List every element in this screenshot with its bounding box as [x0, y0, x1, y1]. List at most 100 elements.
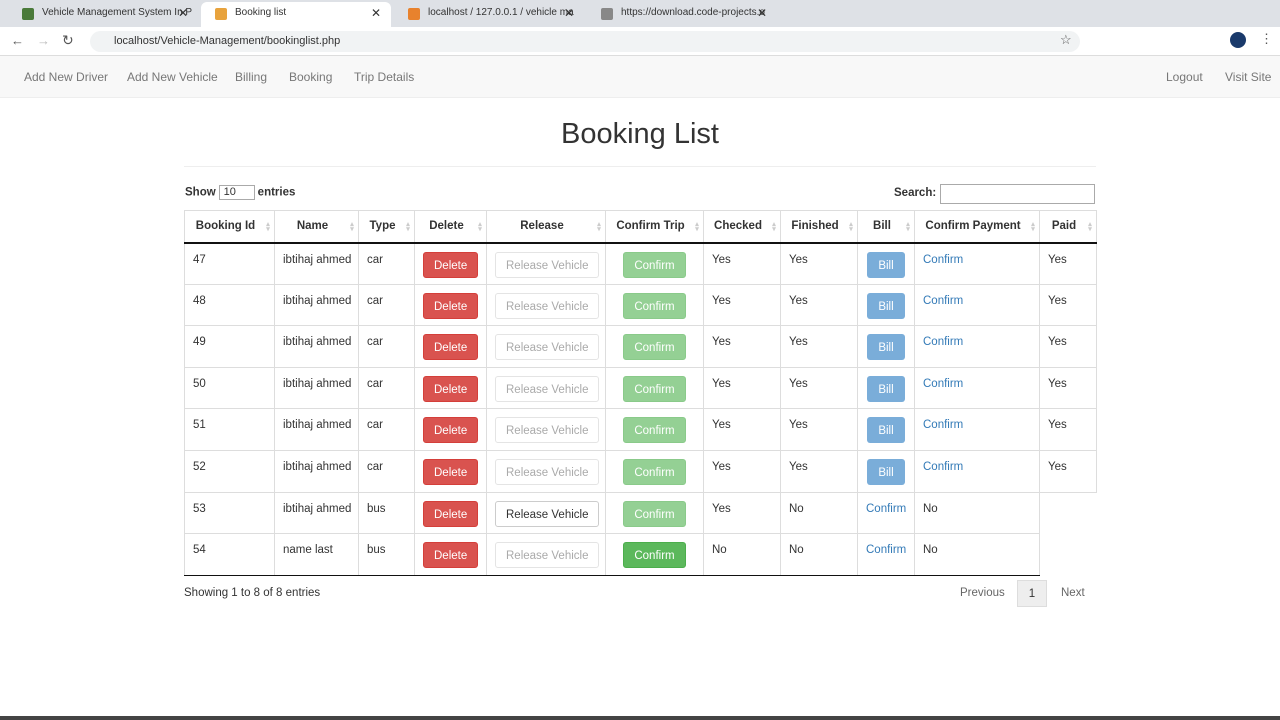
delete-button[interactable]: Delete [423, 500, 479, 527]
confirm-payment-link[interactable]: Confirm [923, 419, 964, 432]
table-cell: Confirm [605, 408, 704, 451]
browser-tab[interactable]: Vehicle Management System In P ✕ [8, 2, 198, 27]
table-row: 48 ibtihaj ahmed car Delete Release Vehicle C… [184, 283, 1097, 327]
nav-link[interactable]: Trip Details [354, 70, 415, 84]
confirm-payment-link[interactable]: Confirm [866, 502, 907, 515]
nav-bar: Add New Driver Add New Vehicle Billing Book… [0, 56, 1280, 98]
delete-button[interactable]: Delete [423, 458, 479, 485]
table-cell: Yes [703, 242, 781, 285]
release-button[interactable]: Release Vehicle [495, 500, 600, 527]
bill-button[interactable]: Bill [867, 334, 905, 361]
browser-tab[interactable]: https://download.code-projects.o ✕ [587, 2, 777, 27]
table-cell: Bill [857, 283, 915, 327]
confirm-trip-button[interactable]: Confirm [623, 458, 686, 485]
cell-text: No [789, 544, 804, 557]
delete-button[interactable]: Delete [423, 417, 479, 444]
delete-button[interactable]: Delete [423, 542, 479, 569]
previous-button[interactable]: Previous [960, 587, 1005, 599]
browser-tab[interactable]: Booking list ✕ [201, 2, 391, 27]
confirm-trip-button[interactable]: Confirm [623, 334, 686, 361]
cell-text: car [367, 460, 383, 473]
column-header[interactable]: Type [358, 210, 415, 244]
delete-button[interactable]: Delete [423, 375, 479, 402]
table-cell: Delete [414, 408, 487, 451]
bill-button[interactable]: Bill [867, 458, 905, 485]
menu-button[interactable]: ⋮ [1260, 31, 1273, 46]
delete-button[interactable]: Delete [423, 292, 479, 319]
bill-button[interactable]: Bill [867, 375, 905, 402]
bill-button[interactable]: Bill [867, 292, 905, 319]
column-header[interactable]: Bill [857, 210, 915, 244]
table-cell: car [358, 283, 415, 327]
release-button[interactable]: Release Vehicle [495, 334, 600, 361]
search-input[interactable] [940, 184, 1095, 204]
confirm-payment-link[interactable]: Confirm [923, 460, 964, 473]
confirm-trip-button[interactable]: Confirm [623, 375, 686, 402]
table-row: 54 name last bus Delete Release Vehicle Confi… [184, 533, 1097, 576]
confirm-payment-link[interactable]: Confirm [866, 544, 907, 557]
column-header[interactable]: Paid [1039, 210, 1097, 244]
next-button[interactable]: Next [1061, 587, 1085, 599]
bookmark-star[interactable]: ☆ [1060, 32, 1072, 47]
confirm-payment-link[interactable]: Confirm [923, 336, 964, 349]
release-button[interactable]: Release Vehicle [495, 417, 600, 444]
release-button[interactable]: Release Vehicle [495, 542, 600, 569]
tab-close[interactable]: ✕ [756, 6, 767, 20]
entries-select[interactable]: 10 [218, 185, 255, 200]
forward-button[interactable]: → [37, 33, 50, 48]
release-button[interactable]: Release Vehicle [495, 292, 600, 319]
nav-link[interactable]: Visit Site [1225, 70, 1272, 84]
table-cell: Confirm [914, 325, 1040, 368]
bill-button[interactable]: Bill [867, 251, 905, 278]
confirm-trip-button[interactable]: Confirm [623, 500, 686, 527]
column-header[interactable]: Finished [780, 210, 858, 244]
tab-close[interactable]: ✕ [563, 6, 574, 20]
confirm-trip-button[interactable]: Confirm [623, 292, 686, 319]
table-cell: Confirm [857, 491, 915, 535]
nav-link[interactable]: Booking [289, 70, 333, 84]
page-button[interactable]: 1 [1017, 580, 1047, 607]
table-cell: Bill [857, 408, 915, 451]
delete-button[interactable]: Delete [423, 334, 479, 361]
column-header[interactable]: Name [274, 210, 359, 244]
profile-avatar[interactable] [1230, 32, 1246, 48]
cell-text: car [367, 253, 383, 266]
table-cell: Release Vehicle [486, 366, 606, 410]
confirm-trip-button[interactable]: Confirm [623, 542, 686, 569]
bill-button[interactable]: Bill [867, 417, 905, 444]
confirm-payment-link[interactable]: Confirm [923, 253, 964, 266]
cell-text: Yes [712, 502, 731, 515]
cell-text: ibtihaj ahmed [283, 294, 352, 307]
confirm-payment-link[interactable]: Confirm [923, 294, 964, 307]
tab-bar: Vehicle Management System In P ✕ Booking l… [0, 0, 1280, 27]
url-field[interactable]: localhost/Vehicle-Management/bookinglist… [90, 31, 1080, 52]
nav-link[interactable]: Billing [235, 70, 268, 84]
confirm-trip-button[interactable]: Confirm [623, 417, 686, 444]
taskbar-edge [0, 716, 1280, 720]
column-header[interactable]: Booking Id [184, 210, 275, 244]
release-button[interactable]: Release Vehicle [495, 375, 600, 402]
release-button[interactable]: Release Vehicle [495, 251, 600, 278]
tab-close[interactable]: ✕ [177, 6, 188, 20]
column-header[interactable]: Release [486, 210, 606, 244]
column-header[interactable]: Confirm Trip [605, 210, 704, 244]
confirm-payment-link[interactable]: Confirm [923, 377, 964, 390]
cell-text: Yes [1048, 419, 1067, 432]
column-header[interactable]: Delete [414, 210, 487, 244]
confirm-trip-button[interactable]: Confirm [623, 251, 686, 278]
tab-close[interactable]: ✕ [370, 6, 381, 20]
browser-tab[interactable]: localhost / 127.0.0.1 / vehicle ma ✕ [394, 2, 584, 27]
table-cell: Release Vehicle [486, 325, 606, 368]
column-header[interactable]: Confirm Payment [914, 210, 1040, 244]
nav-link[interactable]: Logout [1166, 70, 1203, 84]
tab-icon [22, 8, 34, 20]
nav-link[interactable]: Add New Vehicle [127, 70, 218, 84]
column-header[interactable]: Checked [703, 210, 781, 244]
reload-button[interactable]: ↻ [62, 32, 74, 48]
back-button[interactable]: ← [11, 33, 24, 48]
delete-button[interactable]: Delete [423, 251, 479, 278]
cell-text: Yes [1048, 336, 1067, 349]
release-button[interactable]: Release Vehicle [495, 458, 600, 485]
nav-link[interactable]: Add New Driver [24, 70, 109, 84]
table-cell: ibtihaj ahmed [274, 366, 359, 410]
